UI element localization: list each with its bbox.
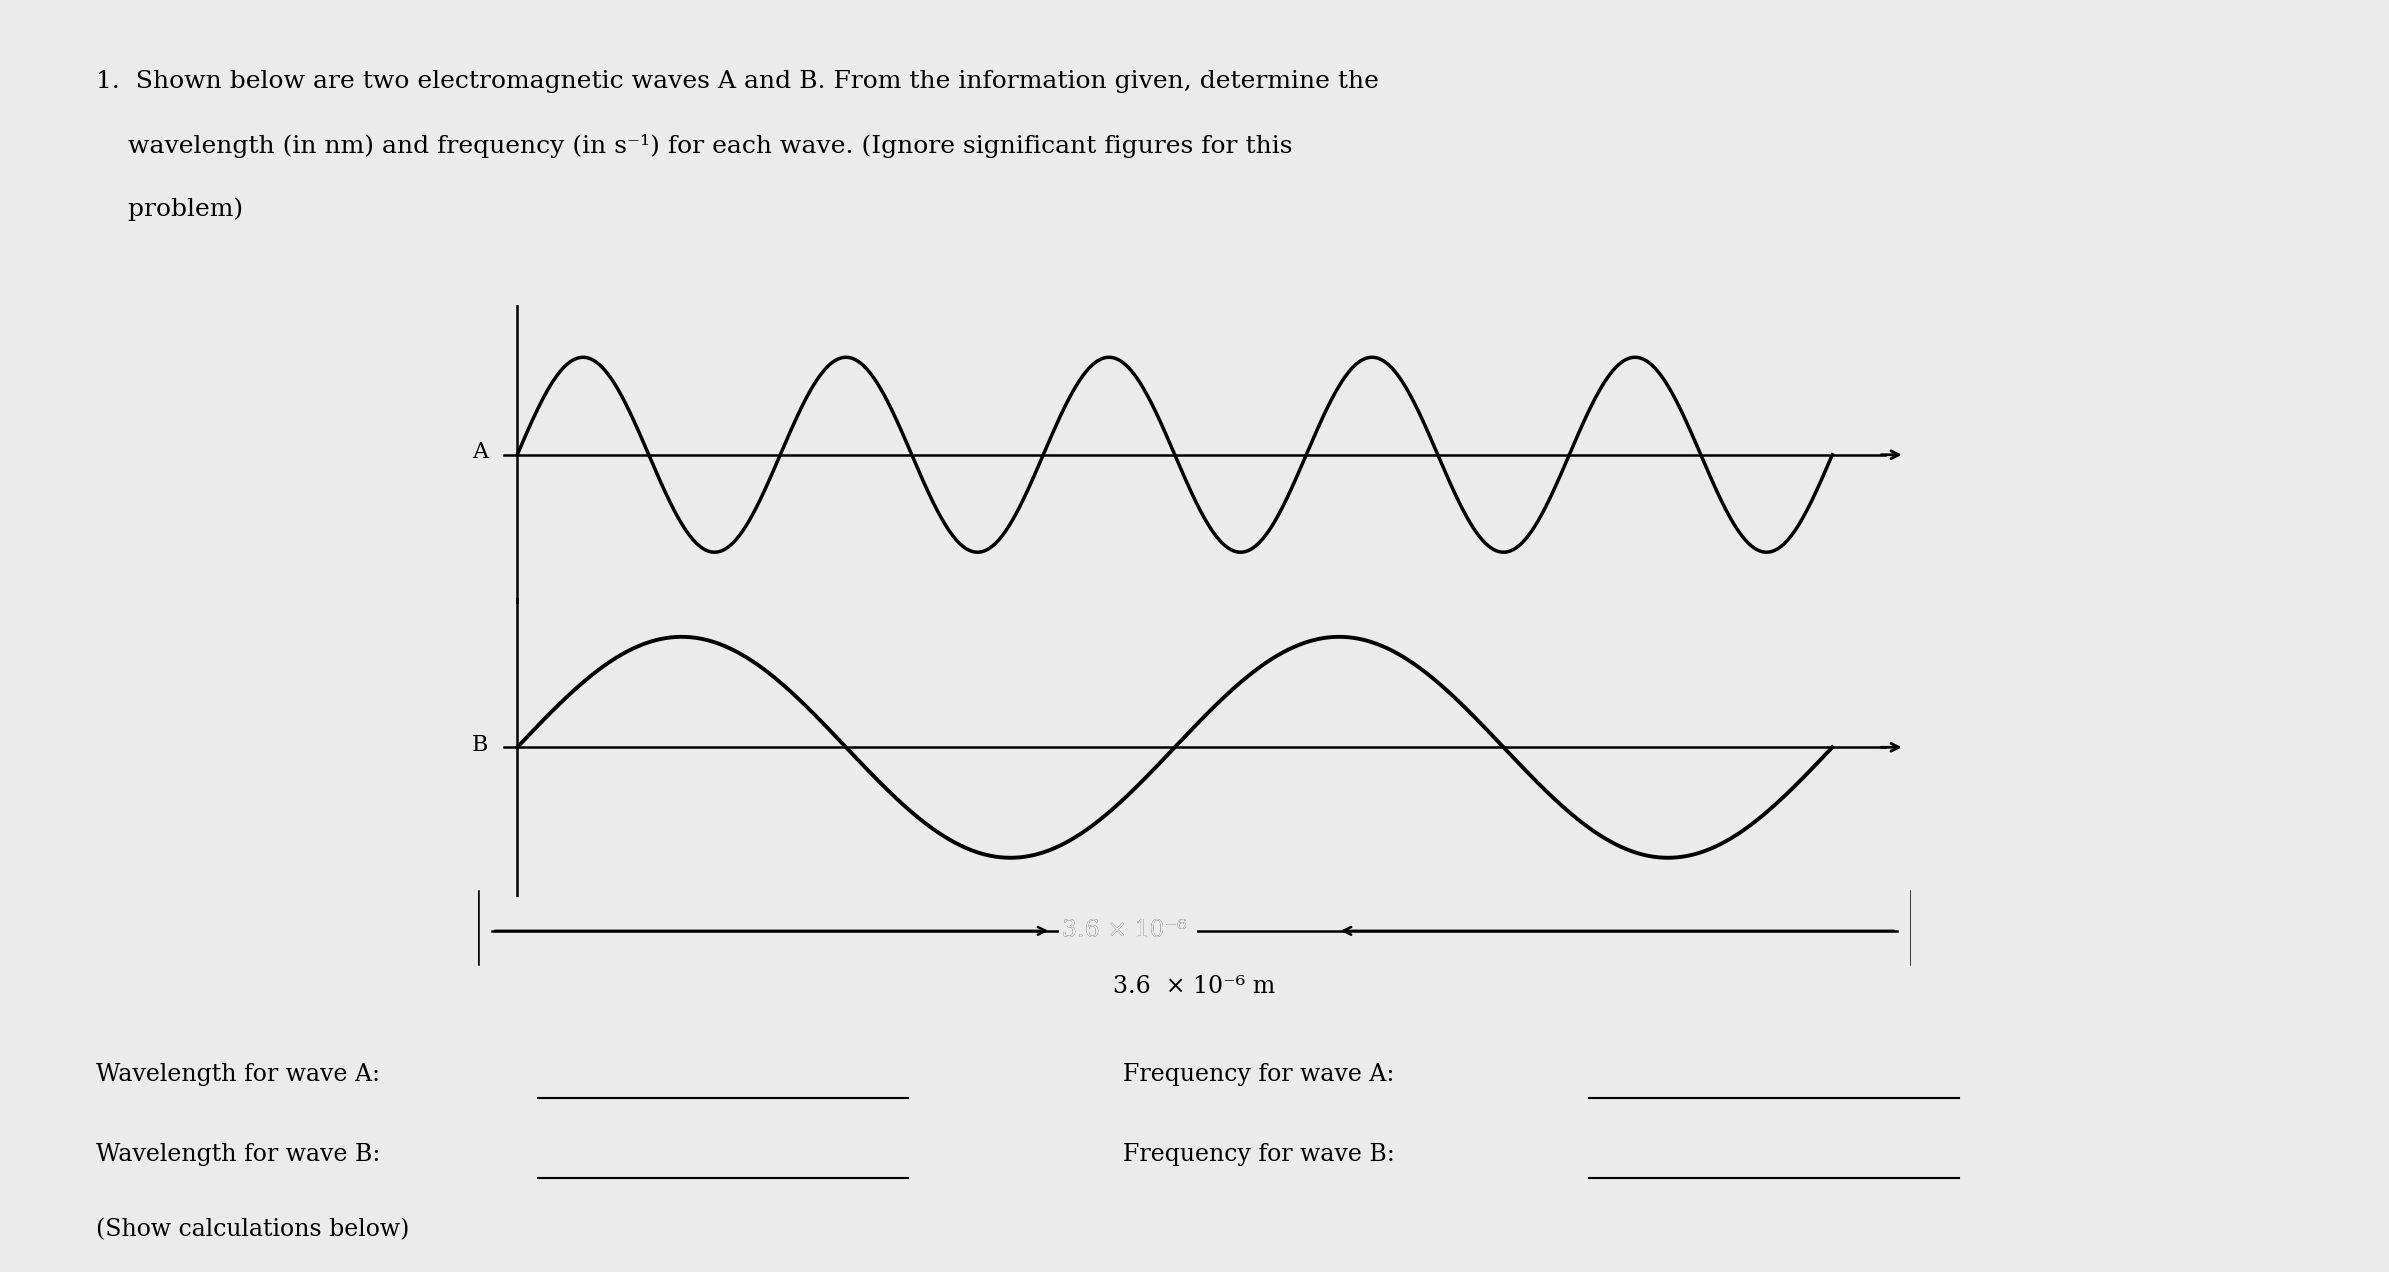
- Text: 3.6 × 10⁻⁶: 3.6 × 10⁻⁶: [1063, 920, 1194, 943]
- Text: Frequency for wave A:: Frequency for wave A:: [1123, 1063, 1395, 1086]
- Text: 1.  Shown below are two electromagnetic waves A and B. From the information give: 1. Shown below are two electromagnetic w…: [96, 70, 1378, 93]
- Text: Wavelength for wave B:: Wavelength for wave B:: [96, 1144, 380, 1166]
- Text: Wavelength for wave A:: Wavelength for wave A:: [96, 1063, 380, 1086]
- Text: A: A: [473, 441, 487, 463]
- Text: B: B: [473, 734, 487, 756]
- Text: 3.6 × 10⁻⁶ ​​: 3.6 × 10⁻⁶ ​​: [1063, 920, 1194, 943]
- Text: 3.6  × 10⁻⁶ m: 3.6 × 10⁻⁶ m: [1113, 974, 1276, 999]
- Text: problem): problem): [96, 197, 244, 220]
- Text: (Show calculations below): (Show calculations below): [96, 1219, 409, 1241]
- Text: wavelength (in nm) and frequency (in s⁻¹) for each wave. (Ignore significant fig: wavelength (in nm) and frequency (in s⁻¹…: [96, 134, 1292, 158]
- Text: Frequency for wave B:: Frequency for wave B:: [1123, 1144, 1395, 1166]
